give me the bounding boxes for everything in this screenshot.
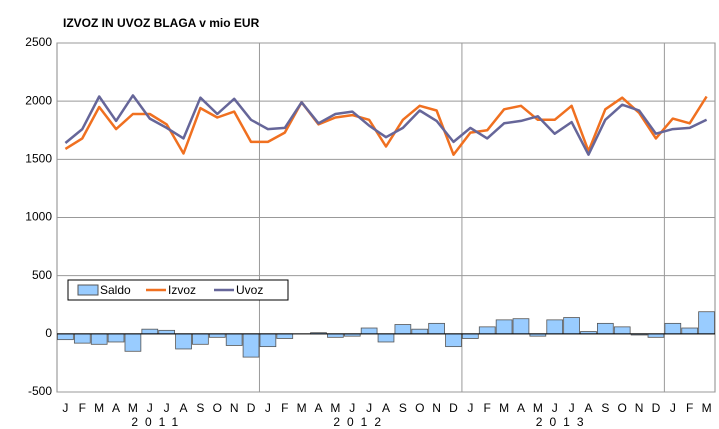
bar [411, 328, 429, 335]
x-tick-label: M [94, 401, 104, 415]
bar [495, 319, 513, 335]
x-tick-label: A [315, 401, 323, 415]
bar [124, 333, 142, 352]
bar [445, 333, 462, 348]
bar [596, 322, 614, 335]
x-tick-label: F [281, 401, 288, 415]
y-tick-label: 1000 [25, 210, 52, 224]
x-tick-label: F [79, 401, 86, 415]
x-tick-label: A [584, 401, 592, 415]
bar [90, 333, 108, 345]
bar [546, 319, 564, 335]
bar [158, 329, 176, 335]
y-tick-label: 500 [32, 268, 52, 282]
x-tick-label: O [618, 401, 627, 415]
y-tick-label: 1500 [25, 152, 52, 166]
bar [107, 333, 125, 343]
bar [698, 311, 715, 335]
x-tick-label: M [499, 401, 509, 415]
bar [377, 333, 395, 343]
x-tick-label: S [196, 401, 204, 415]
y-tick-label: -500 [28, 384, 52, 398]
bar [394, 324, 412, 335]
bar [563, 317, 580, 335]
x-tick-label: A [382, 401, 390, 415]
x-tick-label: M [702, 401, 712, 415]
x-tick-label: D [652, 401, 661, 415]
x-tick-label: F [686, 401, 693, 415]
x-tick-label: J [349, 401, 355, 415]
x-tick-label: N [635, 401, 644, 415]
line [64, 94, 708, 156]
x-tick-label: J [62, 401, 68, 415]
bar [192, 333, 209, 345]
x-tick-label: M [128, 401, 138, 415]
x-tick-label: D [449, 401, 458, 415]
y-tick-label: 2500 [25, 35, 52, 49]
x-tick-label: F [484, 401, 491, 415]
x-tick-label: O [415, 401, 424, 415]
bar [259, 333, 277, 348]
x-tick-label: S [399, 401, 407, 415]
legend-label: Izvoz [168, 283, 196, 297]
bar [428, 322, 445, 335]
x-tick-label: J [366, 401, 372, 415]
x-group-label: 2012 [333, 415, 388, 429]
legend-swatch [77, 284, 99, 296]
bar [478, 326, 496, 335]
bar [175, 333, 192, 350]
bar [208, 333, 226, 338]
x-group-label: 2013 [536, 415, 591, 429]
bar [57, 333, 74, 341]
bar [73, 333, 91, 344]
x-tick-label: J [552, 401, 558, 415]
bar [141, 328, 159, 335]
bar [276, 333, 294, 339]
bar [512, 318, 530, 335]
x-group-label: 2011 [131, 415, 185, 429]
bar [613, 326, 631, 335]
bar [360, 327, 378, 335]
chart-title: IZVOZ IN UVOZ BLAGA v mio EUR [63, 16, 260, 30]
bar [664, 322, 682, 335]
x-tick-label: J [164, 401, 170, 415]
x-tick-label: J [569, 401, 575, 415]
bar [681, 327, 699, 335]
bar [242, 333, 260, 358]
x-tick-label: J [670, 401, 676, 415]
x-tick-label: A [112, 401, 120, 415]
x-tick-label: D [247, 401, 256, 415]
x-tick-label: J [147, 401, 153, 415]
x-tick-label: O [213, 401, 222, 415]
bar [647, 333, 665, 338]
x-tick-label: J [265, 401, 271, 415]
line [64, 95, 708, 156]
x-tick-label: M [297, 401, 307, 415]
x-tick-label: N [432, 401, 441, 415]
x-tick-label: A [180, 401, 188, 415]
bar [462, 333, 479, 339]
y-tick-label: 2000 [25, 93, 52, 107]
x-tick-label: A [517, 401, 525, 415]
bar [327, 333, 344, 338]
bar [225, 333, 243, 346]
x-tick-label: M [533, 401, 543, 415]
legend-label: Uvoz [236, 283, 263, 297]
y-tick-label: 0 [45, 326, 52, 340]
legend-label: Saldo [100, 283, 131, 297]
x-tick-label: J [467, 401, 473, 415]
x-tick-label: N [230, 401, 239, 415]
x-tick-label: S [601, 401, 609, 415]
x-tick-label: M [330, 401, 340, 415]
legend-box [67, 279, 289, 301]
